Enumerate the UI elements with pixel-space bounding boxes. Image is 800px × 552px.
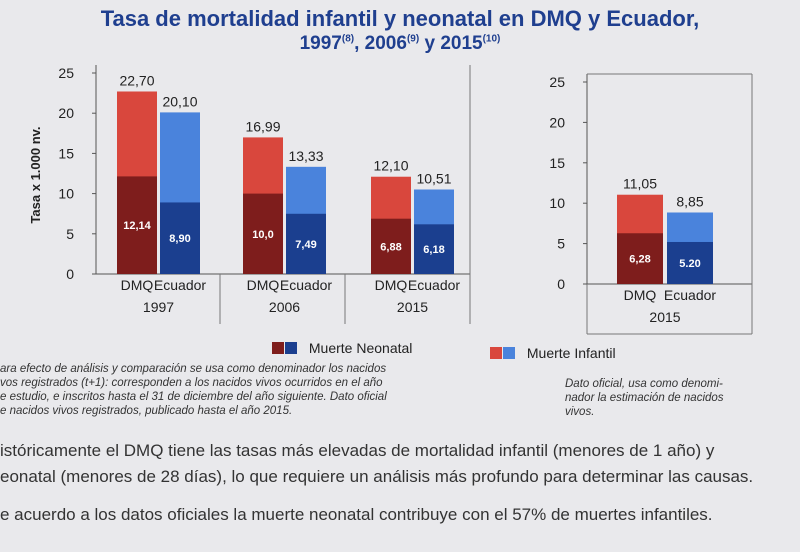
data-label-neonatal: 10,0 xyxy=(252,229,273,241)
legend-neonatal-label: Muerte Neonatal xyxy=(308,340,413,356)
subtitle-year-1997: 1997 xyxy=(299,33,342,54)
y-tick-label: 5 xyxy=(557,236,565,252)
note-right-line: nador la estimación de nacidos xyxy=(565,392,724,404)
y-tick-label: 15 xyxy=(549,155,565,171)
legend-neonatal: Muerte Neonatal xyxy=(272,340,412,356)
chart-subtitle: 1997(8), 2006(9) y 2015(10) xyxy=(299,33,501,54)
bar-neonatal xyxy=(667,241,713,284)
bar-neonatal xyxy=(160,202,200,274)
ref-1997: (8) xyxy=(341,33,355,45)
y-tick-label: 25 xyxy=(549,74,565,90)
data-label-neonatal: 8,90 xyxy=(169,233,190,245)
data-label-infantil: 13,33 xyxy=(288,148,323,164)
note-right-line: Dato oficial, usa como denomi- xyxy=(565,378,723,390)
category-label: DMQ xyxy=(375,277,408,293)
ref-2015: (10) xyxy=(482,33,501,45)
note-left-line: e nacidos vivos registrados, publicado h… xyxy=(0,405,293,417)
paragraph-line: eonatal (menores de 28 días), lo que req… xyxy=(0,467,754,486)
data-label-infantil: 10,51 xyxy=(416,170,451,186)
bar-neonatal xyxy=(371,218,411,274)
subtitle-year-2015: 2015 xyxy=(440,33,483,54)
bar-neonatal xyxy=(243,193,283,274)
y-axis-label: Tasa x 1.000 nv. xyxy=(28,126,43,223)
note-right: Dato oficial, usa como denomi- nador la … xyxy=(565,377,795,419)
ref-2006: (9) xyxy=(406,33,420,45)
year-label: 1997 xyxy=(143,299,174,315)
note-left: ara efecto de análisis y comparación se … xyxy=(0,362,450,418)
bar-neonatal xyxy=(286,213,326,274)
data-label-infantil: 20,10 xyxy=(162,93,197,109)
category-label: DMQ xyxy=(624,287,657,303)
year-label: 2006 xyxy=(269,299,300,315)
legend-swatch-dmq-infantil xyxy=(490,347,502,359)
year-label: 2015 xyxy=(397,299,428,315)
category-label: Ecuador xyxy=(280,277,332,293)
y-tick-label: 0 xyxy=(557,276,565,292)
data-label-neonatal: 12,14 xyxy=(123,220,151,232)
paragraph-line: e acuerdo a los datos oficiales la muert… xyxy=(0,505,713,524)
data-label-infantil: 8,85 xyxy=(676,193,703,209)
y-tick-label: 10 xyxy=(549,195,565,211)
data-label-infantil: 12,10 xyxy=(373,158,408,174)
y-tick-label: 20 xyxy=(549,114,565,130)
y-tick-label: 10 xyxy=(58,186,74,202)
data-label-neonatal: 6,28 xyxy=(629,254,650,266)
legend-swatch-ecuador-infantil xyxy=(503,347,515,359)
note-left-line: ara efecto de análisis y comparación se … xyxy=(0,363,387,375)
data-label-neonatal: 6,88 xyxy=(380,241,401,253)
category-label: Ecuador xyxy=(154,277,206,293)
category-label: Ecuador xyxy=(664,287,716,303)
chart-title: Tasa de mortalidad infantil y neonatal e… xyxy=(100,6,700,31)
subtitle-year-2006: 2006 xyxy=(364,33,407,54)
note-left-line: vos registrados (t+1): corresponden a lo… xyxy=(0,377,383,389)
bar-neonatal xyxy=(617,233,663,284)
note-right-line: vivos. xyxy=(565,406,595,418)
note-left-line: e estudio, e inscritos hasta el 31 de di… xyxy=(0,391,387,403)
data-label-neonatal: 7,49 xyxy=(295,239,316,251)
legend-infantil-label: Muerte Infantil xyxy=(526,345,616,361)
legend-swatch-ecuador-neonatal xyxy=(285,342,297,354)
category-label: Ecuador xyxy=(408,277,460,293)
year-label: 2015 xyxy=(649,309,680,325)
data-label-infantil: 16,99 xyxy=(245,118,280,134)
data-label-infantil: 22,70 xyxy=(119,72,154,88)
y-tick-label: 5 xyxy=(66,226,74,242)
paragraph-line: istóricamente el DMQ tiene las tasas más… xyxy=(0,441,715,460)
bar-neonatal xyxy=(414,224,454,274)
y-tick-label: 25 xyxy=(58,65,74,81)
y-tick-label: 20 xyxy=(58,105,74,121)
bar-neonatal xyxy=(117,176,157,274)
data-label-neonatal: 6,18 xyxy=(423,244,444,256)
legend-infantil: Muerte Infantil xyxy=(490,345,616,361)
y-tick-label: 15 xyxy=(58,145,74,161)
data-label-infantil: 11,05 xyxy=(623,176,657,192)
category-label: DMQ xyxy=(247,277,280,293)
legend-swatch-dmq-neonatal xyxy=(272,342,284,354)
data-label-neonatal: 5.20 xyxy=(679,258,700,270)
y-tick-label: 0 xyxy=(66,266,74,282)
category-label: DMQ xyxy=(121,277,154,293)
